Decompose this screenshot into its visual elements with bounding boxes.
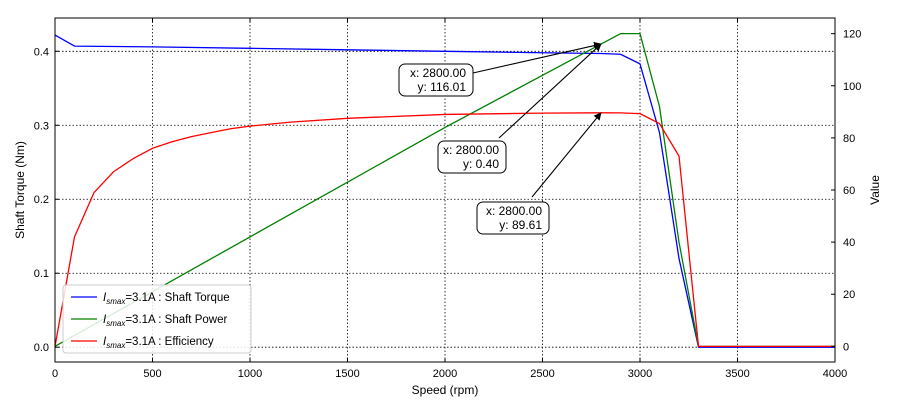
y-right-tick-label: 120 <box>843 29 861 41</box>
y-right-tick-label: 100 <box>843 81 861 93</box>
annotation-text: x: 2800.00 <box>443 143 499 157</box>
annotation: x: 2800.00y: 116.01 <box>398 41 602 97</box>
annotation-text: y: 89.61 <box>499 218 542 232</box>
annotation-text: y: 116.01 <box>418 80 467 94</box>
legend-entry: Ismax=3.1A : Shaft Power <box>103 314 227 328</box>
ticks: 0 500 1000 1500 2000 2500 3000 3500 40000.00.10.… <box>34 18 861 380</box>
annotation-arrow <box>498 43 602 139</box>
y-right-tick-label: 80 <box>843 133 855 145</box>
annotation-text: x: 2800.00 <box>486 204 542 218</box>
y-left-tick-label: 0.1 <box>34 268 49 280</box>
legend-subscript: smax <box>106 341 126 350</box>
legend-symbol: I <box>103 314 107 326</box>
legend-entry: Ismax=3.1A : Shaft Torque <box>103 292 230 306</box>
legend-label: =3.1A : Shaft Torque <box>125 292 229 304</box>
annotation: x: 2800.00y: 0.40 <box>437 43 602 174</box>
series-line-efficiency <box>54 112 835 348</box>
annotation-arrow <box>531 112 602 198</box>
series-line-shaft-torque <box>54 34 835 348</box>
y-left-tick-label: 0.2 <box>34 194 49 206</box>
legend-label: =3.1A : Shaft Power <box>125 314 227 326</box>
annotation-text: y: 0.40 <box>463 157 499 171</box>
y-right-tick-label: 40 <box>843 237 855 249</box>
x-tick-label: 1000 <box>238 368 262 380</box>
annotation: x: 2800.00y: 89.61 <box>476 112 602 235</box>
annotation-text: x: 2800.00 <box>410 66 466 80</box>
x-tick-label: 500 <box>143 368 161 380</box>
y-left-tick-label: 0.4 <box>34 46 49 58</box>
annotation-box <box>476 201 550 235</box>
y-right-tick-label: 60 <box>843 185 855 197</box>
x-axis-label: Speed (rpm) <box>412 383 479 397</box>
y-right-tick-label: 20 <box>843 289 855 301</box>
annotation-box <box>398 63 474 97</box>
y-axis-left-label: Shaft Torque (Nm) <box>13 141 27 239</box>
y-left-tick-label: 0.0 <box>34 342 49 354</box>
x-tick-label: 2000 <box>433 368 457 380</box>
legend-entry: Ismax=3.1A : Efficiency <box>103 336 214 350</box>
legend-box <box>62 284 252 354</box>
legend-subscript: smax <box>106 297 126 306</box>
x-tick-label: 1500 <box>335 368 359 380</box>
annotations: x: 2800.00y: 116.01x: 2800.00y: 0.40x: 2… <box>398 41 602 235</box>
x-tick-label: 2500 <box>530 368 554 380</box>
annotation-box <box>437 140 507 174</box>
legend-label: =3.1A : Efficiency <box>125 336 214 348</box>
legend-subscript: smax <box>106 319 126 328</box>
legend-symbol: I <box>103 292 107 304</box>
y-right-tick-label: 0 <box>843 341 849 353</box>
legend-symbol: I <box>103 336 107 348</box>
x-tick-label: 3500 <box>725 368 749 380</box>
x-tick-label: 0 <box>52 368 58 380</box>
x-tick-label: 4000 <box>823 368 847 380</box>
x-tick-label: 3000 <box>628 368 652 380</box>
y-left-tick-label: 0.3 <box>34 120 49 132</box>
annotation-arrow <box>472 41 602 74</box>
series-layer <box>54 32 835 348</box>
y-axis-right-label: Value <box>868 175 882 205</box>
